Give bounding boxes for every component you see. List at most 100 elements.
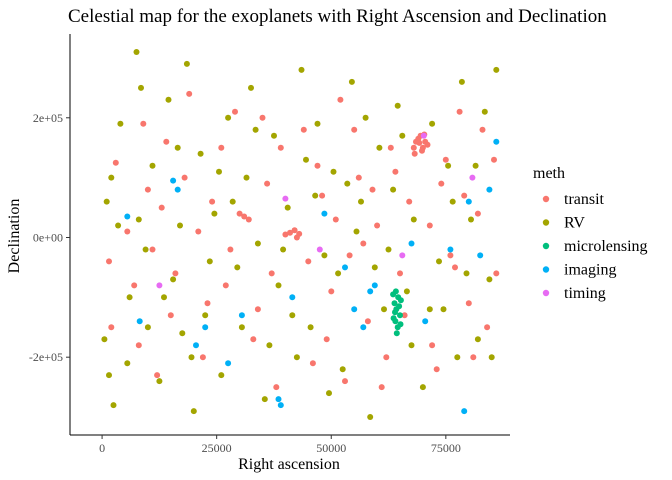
data-point-imaging — [238, 312, 245, 319]
data-point-transit — [296, 230, 303, 237]
data-point-transit — [186, 90, 193, 97]
data-point-RV — [376, 144, 383, 151]
data-point-RV — [371, 264, 378, 271]
data-point-timing — [316, 246, 323, 253]
data-point-RV — [381, 306, 387, 313]
data-point-transit — [131, 282, 138, 289]
data-point-transit — [227, 246, 234, 253]
data-point-timing — [469, 174, 476, 181]
data-point-RV — [275, 282, 282, 289]
data-point-RV — [142, 246, 149, 253]
data-point-transit — [259, 114, 266, 121]
data-point-transit — [195, 228, 202, 235]
data-point-transit — [411, 150, 418, 157]
data-point-RV — [218, 372, 225, 379]
data-point-RV — [115, 222, 122, 229]
data-point-transit — [204, 300, 211, 307]
legend-title: meth — [533, 165, 565, 182]
data-point-microlensing — [393, 330, 400, 337]
data-point-RV — [426, 306, 433, 313]
data-point-RV — [472, 162, 479, 169]
data-point-RV — [445, 162, 452, 169]
data-point-microlensing — [391, 300, 398, 307]
data-point-transit — [254, 306, 261, 313]
data-point-RV — [216, 168, 222, 175]
data-point-transit — [392, 168, 399, 175]
data-point-RV — [307, 324, 314, 331]
data-point-transit — [282, 231, 289, 238]
data-point-transit — [479, 126, 486, 133]
data-point-imaging — [225, 360, 232, 367]
data-point-RV — [410, 216, 417, 223]
data-point-RV — [229, 198, 236, 205]
chart-title: Celestial map for the exoplanets with Ri… — [68, 6, 607, 27]
data-point-transit — [291, 227, 298, 234]
data-point-imaging — [486, 186, 493, 193]
data-point-RV — [284, 204, 291, 211]
data-point-transit — [438, 180, 445, 187]
data-point-transit — [416, 139, 423, 146]
data-point-RV — [403, 288, 410, 295]
data-point-transit — [273, 384, 280, 391]
data-point-RV — [303, 156, 309, 163]
data-point-transit — [401, 312, 408, 319]
data-point-transit — [106, 258, 112, 265]
data-point-transit — [442, 156, 449, 163]
data-point-transit — [484, 324, 491, 331]
data-point-RV — [344, 180, 351, 187]
data-point-microlensing — [397, 321, 404, 328]
data-point-RV — [326, 390, 332, 397]
data-point-RV — [238, 324, 245, 331]
data-point-RV — [266, 342, 273, 349]
data-point-RV — [138, 84, 144, 91]
data-point-RV — [174, 144, 181, 151]
data-point-imaging — [360, 324, 367, 331]
data-point-RV — [488, 354, 495, 361]
data-point-transit — [410, 144, 417, 151]
data-point-RV — [353, 228, 360, 235]
x-tick-label: 75000 — [431, 441, 461, 455]
legend-key-imaging — [542, 266, 550, 273]
x-tick-label: 50000 — [316, 441, 346, 455]
data-point-transit — [452, 264, 458, 271]
data-point-RV — [144, 324, 151, 331]
data-point-imaging — [367, 288, 374, 295]
data-point-transit — [287, 229, 293, 236]
data-point-RV — [280, 246, 287, 253]
data-point-transit — [387, 144, 394, 151]
data-point-RV — [289, 312, 296, 319]
data-point-RV — [367, 414, 374, 420]
y-tick-label: 0e+00 — [33, 230, 63, 244]
data-point-RV — [468, 216, 474, 223]
y-axis-title: Declination — [6, 199, 23, 274]
data-point-imaging — [321, 210, 328, 217]
data-point-transit — [447, 252, 454, 259]
data-point-RV — [394, 102, 401, 109]
data-point-RV — [179, 330, 186, 337]
data-point-transit — [332, 216, 339, 223]
data-point-imaging — [170, 177, 177, 184]
data-point-transit — [309, 360, 316, 367]
data-point-transit — [397, 270, 403, 277]
data-point-transit — [124, 228, 131, 235]
y-tick-label: -2e+05 — [29, 350, 63, 364]
legend-items: transit RV microlensing imaging timing — [542, 191, 648, 302]
data-point-timing — [156, 282, 163, 289]
legend-key-RV — [542, 219, 550, 226]
data-point-microlensing — [397, 312, 403, 319]
data-point-RV — [314, 120, 321, 127]
data-point-RV — [348, 78, 355, 85]
data-point-RV — [248, 84, 254, 91]
data-point-timing — [282, 195, 289, 202]
data-point-transit — [245, 216, 252, 223]
data-point-microlensing — [392, 288, 399, 295]
data-point-RV — [165, 96, 172, 103]
data-point-transit — [319, 192, 326, 199]
y-axis-ticks: -2e+05 0e+00 2e+05 — [29, 111, 70, 364]
data-point-RV — [206, 258, 213, 265]
data-point-transit — [364, 318, 371, 325]
data-point-imaging — [465, 198, 472, 205]
data-point-transit — [456, 108, 463, 115]
data-point-transit — [181, 174, 188, 181]
data-point-RV — [362, 114, 369, 121]
